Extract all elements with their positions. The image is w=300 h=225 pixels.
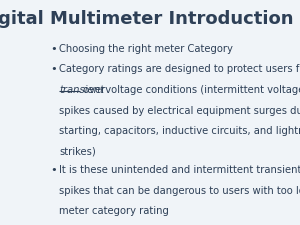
- Text: meter category rating: meter category rating: [59, 206, 169, 216]
- Text: Digital Multimeter Introduction: Digital Multimeter Introduction: [0, 10, 294, 28]
- Text: transient: transient: [59, 85, 104, 95]
- Text: Category ratings are designed to protect users from: Category ratings are designed to protect…: [59, 64, 300, 74]
- Text: It is these unintended and intermittent transient voltage: It is these unintended and intermittent …: [59, 165, 300, 175]
- Text: spikes caused by electrical equipment surges during: spikes caused by electrical equipment su…: [59, 106, 300, 116]
- Text: Choosing the right meter Category: Choosing the right meter Category: [59, 44, 233, 54]
- Text: strikes): strikes): [59, 147, 96, 157]
- Text: overvoltage conditions (intermittent voltage: overvoltage conditions (intermittent vol…: [80, 85, 300, 95]
- Text: •: •: [50, 64, 57, 74]
- Text: spikes that can be dangerous to users with too low of: spikes that can be dangerous to users wi…: [59, 186, 300, 196]
- Text: •: •: [50, 44, 57, 54]
- Text: starting, capacitors, inductive circuits, and lightning: starting, capacitors, inductive circuits…: [59, 126, 300, 136]
- Text: •: •: [50, 165, 57, 175]
